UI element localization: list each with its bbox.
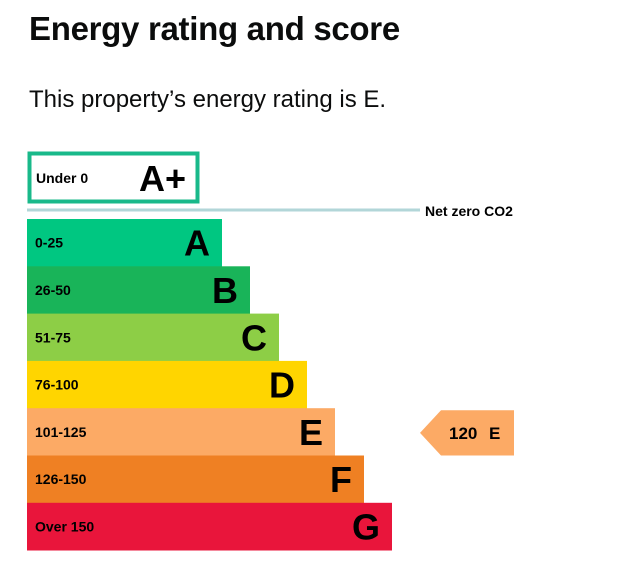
band-a-plus-box <box>27 151 200 204</box>
band-e-bar <box>27 408 335 456</box>
band-g-range: Over 150 <box>35 518 94 534</box>
band-g-bar <box>27 502 392 551</box>
current-rating-letter: E <box>489 424 500 443</box>
band-e-range: 101-125 <box>35 424 87 440</box>
band-a-bar <box>27 219 222 267</box>
band-a-plus-letter: A+ <box>139 158 186 199</box>
band-g-letter: G <box>352 506 380 547</box>
current-score: 120 <box>449 424 477 443</box>
band-d-range: 76-100 <box>35 377 79 393</box>
rating-bands: Under 0 A+ 0-25 A 26-50 B 51-75 C 76-100 D 101-125… <box>27 151 392 551</box>
band-b-letter: B <box>212 270 238 311</box>
page-title: Energy rating and score <box>29 10 400 47</box>
band-c-letter: C <box>241 317 267 358</box>
band-b-bar <box>27 266 250 314</box>
band-d-letter: D <box>269 365 295 406</box>
band-a-plus-range: Under 0 <box>36 170 88 186</box>
band-f-range: 126-150 <box>35 471 87 487</box>
current-pointer-shape <box>420 410 514 456</box>
net-zero-label: Net zero CO2 <box>425 203 513 219</box>
band-a-letter: A <box>184 223 210 264</box>
band-c-bar <box>27 313 279 362</box>
band-f-letter: F <box>330 459 352 500</box>
band-b-range: 26-50 <box>35 282 71 298</box>
band-c-range: 51-75 <box>35 329 71 345</box>
band-e-letter: E <box>299 412 323 453</box>
current-rating-pointer: 120 E <box>420 410 514 456</box>
band-a-range: 0-25 <box>35 235 63 251</box>
net-zero-marker: Net zero CO2 <box>27 203 513 219</box>
band-d-bar <box>27 360 307 409</box>
rating-summary: This property’s energy rating is E. <box>29 86 387 113</box>
band-f-bar <box>27 455 364 504</box>
net-zero-line <box>27 208 420 212</box>
